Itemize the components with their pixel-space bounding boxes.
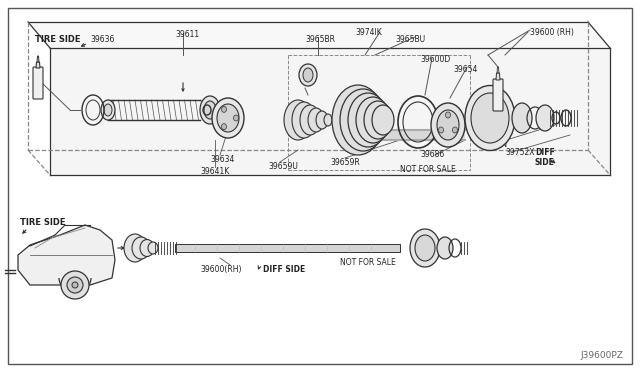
Text: NOT FOR SALE: NOT FOR SALE xyxy=(340,258,396,267)
Polygon shape xyxy=(50,48,610,175)
Text: 39600(RH): 39600(RH) xyxy=(200,265,241,274)
Ellipse shape xyxy=(104,104,112,116)
Ellipse shape xyxy=(299,64,317,86)
Ellipse shape xyxy=(212,98,244,138)
Text: 39634: 39634 xyxy=(210,155,234,164)
Ellipse shape xyxy=(437,237,453,259)
Text: 39752X: 39752X xyxy=(505,148,534,157)
Polygon shape xyxy=(497,67,499,73)
Ellipse shape xyxy=(300,105,320,135)
Ellipse shape xyxy=(67,277,83,293)
Ellipse shape xyxy=(356,97,390,143)
Ellipse shape xyxy=(72,282,78,288)
Ellipse shape xyxy=(221,106,227,112)
Polygon shape xyxy=(28,22,610,48)
Ellipse shape xyxy=(61,271,89,299)
Ellipse shape xyxy=(221,124,227,130)
Ellipse shape xyxy=(340,89,386,151)
Text: 39641K: 39641K xyxy=(200,167,229,176)
Ellipse shape xyxy=(452,127,458,133)
Text: 39654: 39654 xyxy=(453,65,477,74)
Text: 3965BU: 3965BU xyxy=(395,35,425,44)
Ellipse shape xyxy=(308,108,324,132)
Ellipse shape xyxy=(372,105,394,135)
Text: 39611: 39611 xyxy=(175,30,199,39)
Ellipse shape xyxy=(316,111,328,129)
Text: NOT FOR SALE: NOT FOR SALE xyxy=(400,165,456,174)
Ellipse shape xyxy=(132,237,150,259)
Ellipse shape xyxy=(204,101,216,119)
Ellipse shape xyxy=(471,93,509,143)
Text: 39659R: 39659R xyxy=(330,158,360,167)
Ellipse shape xyxy=(284,100,312,140)
Ellipse shape xyxy=(438,127,444,133)
Ellipse shape xyxy=(431,103,465,147)
Ellipse shape xyxy=(148,242,158,254)
Text: 39600D: 39600D xyxy=(420,55,451,64)
Ellipse shape xyxy=(445,112,451,118)
Polygon shape xyxy=(36,62,40,68)
Ellipse shape xyxy=(410,229,440,267)
Ellipse shape xyxy=(217,104,239,132)
Ellipse shape xyxy=(234,115,239,121)
FancyBboxPatch shape xyxy=(33,67,43,99)
Polygon shape xyxy=(37,56,39,62)
Ellipse shape xyxy=(200,96,220,124)
FancyBboxPatch shape xyxy=(493,79,503,111)
Ellipse shape xyxy=(292,102,316,138)
Polygon shape xyxy=(496,73,500,80)
Polygon shape xyxy=(18,225,115,285)
Text: TIRE SIDE: TIRE SIDE xyxy=(35,35,81,44)
Ellipse shape xyxy=(324,114,332,126)
Text: 39600 (RH): 39600 (RH) xyxy=(530,28,574,37)
Text: DIFF
SIDE: DIFF SIDE xyxy=(535,148,555,167)
Text: 39659U: 39659U xyxy=(268,162,298,171)
Text: J39600PZ: J39600PZ xyxy=(580,351,623,360)
Ellipse shape xyxy=(465,86,515,151)
Ellipse shape xyxy=(332,85,384,155)
Text: DIFF SIDE: DIFF SIDE xyxy=(263,265,305,274)
Text: 3974IK: 3974IK xyxy=(355,28,381,37)
Ellipse shape xyxy=(303,68,313,82)
Ellipse shape xyxy=(101,100,115,120)
Ellipse shape xyxy=(512,103,532,133)
Text: TIRE SIDE: TIRE SIDE xyxy=(20,218,65,227)
Text: 39636: 39636 xyxy=(90,35,115,44)
Ellipse shape xyxy=(437,110,459,140)
Ellipse shape xyxy=(364,101,392,139)
Ellipse shape xyxy=(124,234,146,262)
Polygon shape xyxy=(175,244,400,252)
Ellipse shape xyxy=(348,93,388,147)
Ellipse shape xyxy=(415,235,435,261)
Text: 3965BR: 3965BR xyxy=(305,35,335,44)
Text: 39686: 39686 xyxy=(420,150,444,159)
Text: 47550N: 47550N xyxy=(478,140,508,149)
Polygon shape xyxy=(340,130,465,140)
Ellipse shape xyxy=(140,240,154,257)
Ellipse shape xyxy=(536,105,554,131)
